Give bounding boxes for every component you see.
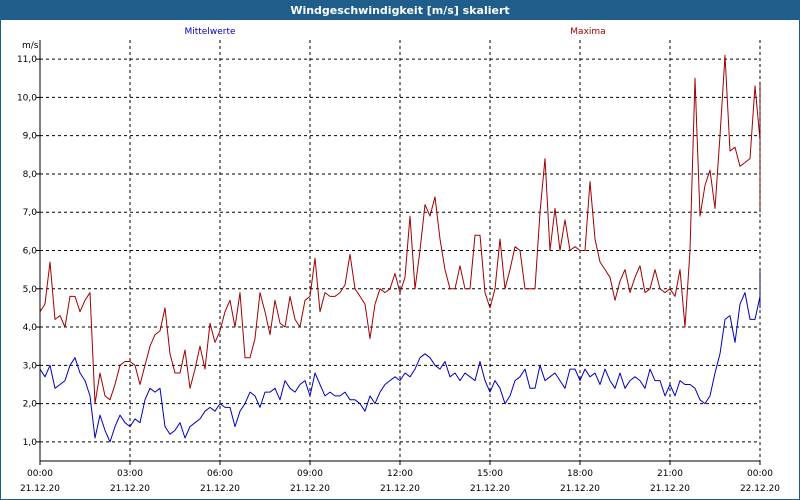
y-tick-label: 7,0 [23, 208, 38, 218]
window-title: Windgeschwindigkeit [m/s] skaliert [1, 1, 799, 20]
series-line-maxima [39, 54, 761, 405]
x-tick-date-label: 21.12.20 [110, 484, 150, 494]
y-axis-unit-label: m/s [22, 41, 39, 51]
x-tick-time-label: 00:00 [27, 469, 53, 479]
x-tick-date-label: 21.12.20 [380, 484, 420, 494]
axis-layer: 1,0 2,0 3,0 4,0 5,0 6,0 7,0 8,0 9,0 10,0 11,0 00:00… [17, 40, 780, 494]
series-line-mittelwerte [39, 269, 761, 443]
x-tick-date-label: 21.12.20 [200, 484, 240, 494]
legend-mittelwerte: Mittelwerte [184, 27, 235, 37]
y-tick-label: 11,0 [17, 55, 37, 65]
y-tick-label: 1,0 [23, 438, 38, 448]
x-tick-time-label: 03:00 [117, 469, 143, 479]
x-tick-date-label: 21.12.20 [560, 484, 600, 494]
y-tick-label: 8,0 [23, 170, 38, 180]
x-tick-time-label: 15:00 [477, 469, 503, 479]
x-tick-time-label: 06:00 [207, 469, 233, 479]
x-tick-date-label: 21.12.20 [290, 484, 330, 494]
x-tick-date-label: 22.12.20 [740, 484, 780, 494]
x-tick-date-label: 21.12.20 [470, 484, 510, 494]
x-tick-time-label: 00:00 [747, 469, 773, 479]
x-tick-time-label: 18:00 [567, 469, 593, 479]
x-tick-date-label: 21.12.20 [20, 484, 60, 494]
y-tick-label: 3,0 [23, 361, 38, 371]
y-tick-label: 4,0 [23, 323, 38, 333]
y-tick-label: 2,0 [23, 400, 38, 410]
grid-layer [40, 40, 760, 461]
x-tick-time-label: 12:00 [387, 469, 413, 479]
y-tick-label: 10,0 [17, 93, 37, 103]
series-layer [39, 54, 761, 443]
legend-maxima: Maxima [570, 27, 605, 37]
x-tick-time-label: 09:00 [297, 469, 323, 479]
y-tick-label: 9,0 [23, 132, 38, 142]
x-tick-time-label: 21:00 [657, 469, 683, 479]
y-tick-label: 5,0 [23, 285, 38, 295]
x-tick-date-label: 21.12.20 [650, 484, 690, 494]
y-tick-label: 6,0 [23, 247, 38, 257]
